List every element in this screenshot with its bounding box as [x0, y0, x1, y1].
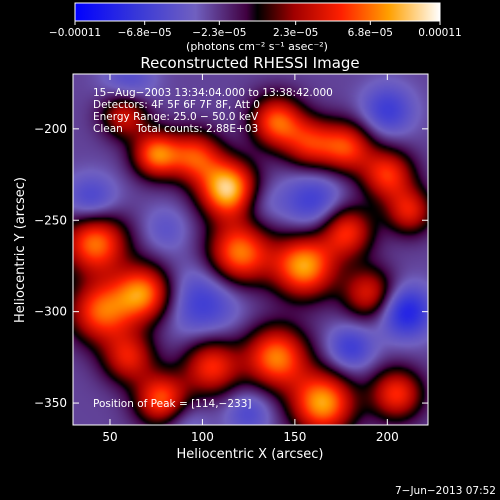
x-axis-ticks: 50 100 150 200: [102, 74, 399, 444]
colorbar-tick-label: 6.8e−05: [348, 27, 393, 39]
x-axis-label: Heliocentric X (arcsec): [177, 447, 324, 462]
x-tick-label: 100: [191, 430, 214, 444]
heatmap-raster: [73, 74, 428, 425]
x-tick-label: 50: [102, 430, 117, 444]
annotation-block: 15−Aug−2003 13:34:04.000 to 13:38:42.000…: [93, 87, 333, 135]
x-tick-label: 150: [283, 430, 306, 444]
y-tick-label: −200: [34, 122, 67, 136]
colorbar-tick-label: −2.3e−05: [192, 27, 246, 39]
x-tick-label: 200: [376, 430, 399, 444]
colorbar-tick-label: 0.00011: [418, 27, 461, 39]
colorbar: −0.00011 −6.8e−05 −2.3e−05 2.3e−05 6.8e−05 0.…: [49, 2, 462, 53]
colorbar-tick-label: 2.3e−05: [273, 27, 318, 39]
y-tick-label: −250: [34, 213, 67, 227]
colorbar-tick-label: −6.8e−05: [118, 27, 172, 39]
annotation-time-range: 15−Aug−2003 13:34:04.000 to 13:38:42.000: [93, 87, 333, 99]
annotation-total-counts: Clean Total counts: 2.88E+03: [93, 123, 258, 135]
annotation-energy-range: Energy Range: 25.0 − 50.0 keV: [93, 111, 259, 123]
footer-date: 7−Jun−2013 07:52: [395, 485, 496, 497]
colorbar-tick-label: −0.00011: [49, 27, 101, 39]
annotation-detectors: Detectors: 4F 5F 6F 7F 8F, Att 0: [93, 99, 260, 111]
y-tick-label: −300: [34, 305, 67, 319]
colorbar-gradient: [74, 2, 441, 22]
colorbar-ticks: −0.00011 −6.8e−05 −2.3e−05 2.3e−05 6.8e−05 0.…: [49, 21, 462, 39]
chart-title: Reconstructed RHESSI Image: [140, 54, 359, 72]
y-tick-label: −350: [34, 396, 67, 410]
peak-position-label: Position of Peak = [114,−233]: [93, 398, 252, 410]
colorbar-unit-label: (photons cm⁻² s⁻¹ asec⁻²): [186, 40, 328, 53]
y-axis-label: Heliocentric Y (arcsec): [13, 177, 28, 323]
y-axis-ticks: −200 −250 −300 −350: [34, 122, 428, 410]
plot-frame: [72, 73, 429, 426]
heatmap-image: [73, 74, 428, 425]
